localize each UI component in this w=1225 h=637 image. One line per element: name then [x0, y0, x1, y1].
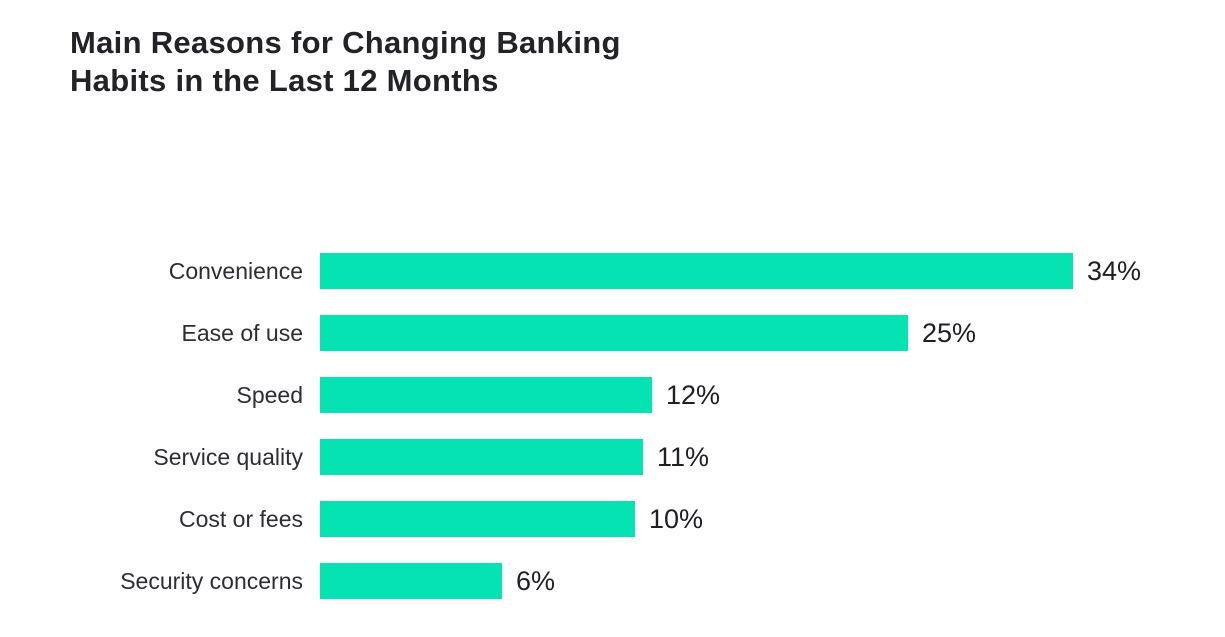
category-label: Security concerns — [120, 567, 303, 594]
category-label: Speed — [236, 381, 303, 408]
value-label: 12% — [666, 379, 721, 410]
chart-row: Service quality 11% — [0, 439, 1141, 475]
chart-row: Security concerns 6% — [0, 563, 1141, 599]
bar — [320, 501, 635, 537]
chart-title: Main Reasons for Changing Banking Habits… — [70, 24, 621, 100]
value-label: 25% — [922, 317, 977, 348]
bar — [320, 563, 502, 599]
bar-chart: Convenience 34% Ease of use 25% Speed 12% Serv… — [0, 253, 1141, 599]
chart-row: Ease of use 25% — [0, 315, 1141, 351]
category-label: Cost or fees — [179, 505, 303, 532]
bar — [320, 253, 1073, 289]
chart-row: Speed 12% — [0, 377, 1141, 413]
value-label: 6% — [516, 565, 556, 596]
value-label: 11% — [657, 441, 710, 472]
category-label: Convenience — [168, 257, 303, 284]
bar — [320, 315, 908, 351]
category-label: Ease of use — [181, 319, 303, 346]
bar — [320, 377, 652, 413]
chart-row: Convenience 34% — [0, 253, 1141, 289]
chart-title-line-2: Habits in the Last 12 Months — [70, 63, 499, 98]
chart-row: Cost or fees 10% — [0, 501, 1141, 537]
bar — [320, 439, 643, 475]
value-label: 10% — [649, 503, 704, 534]
category-label: Service quality — [153, 443, 303, 470]
value-label: 34% — [1087, 255, 1142, 286]
chart-title-line-1: Main Reasons for Changing Banking — [70, 25, 621, 60]
